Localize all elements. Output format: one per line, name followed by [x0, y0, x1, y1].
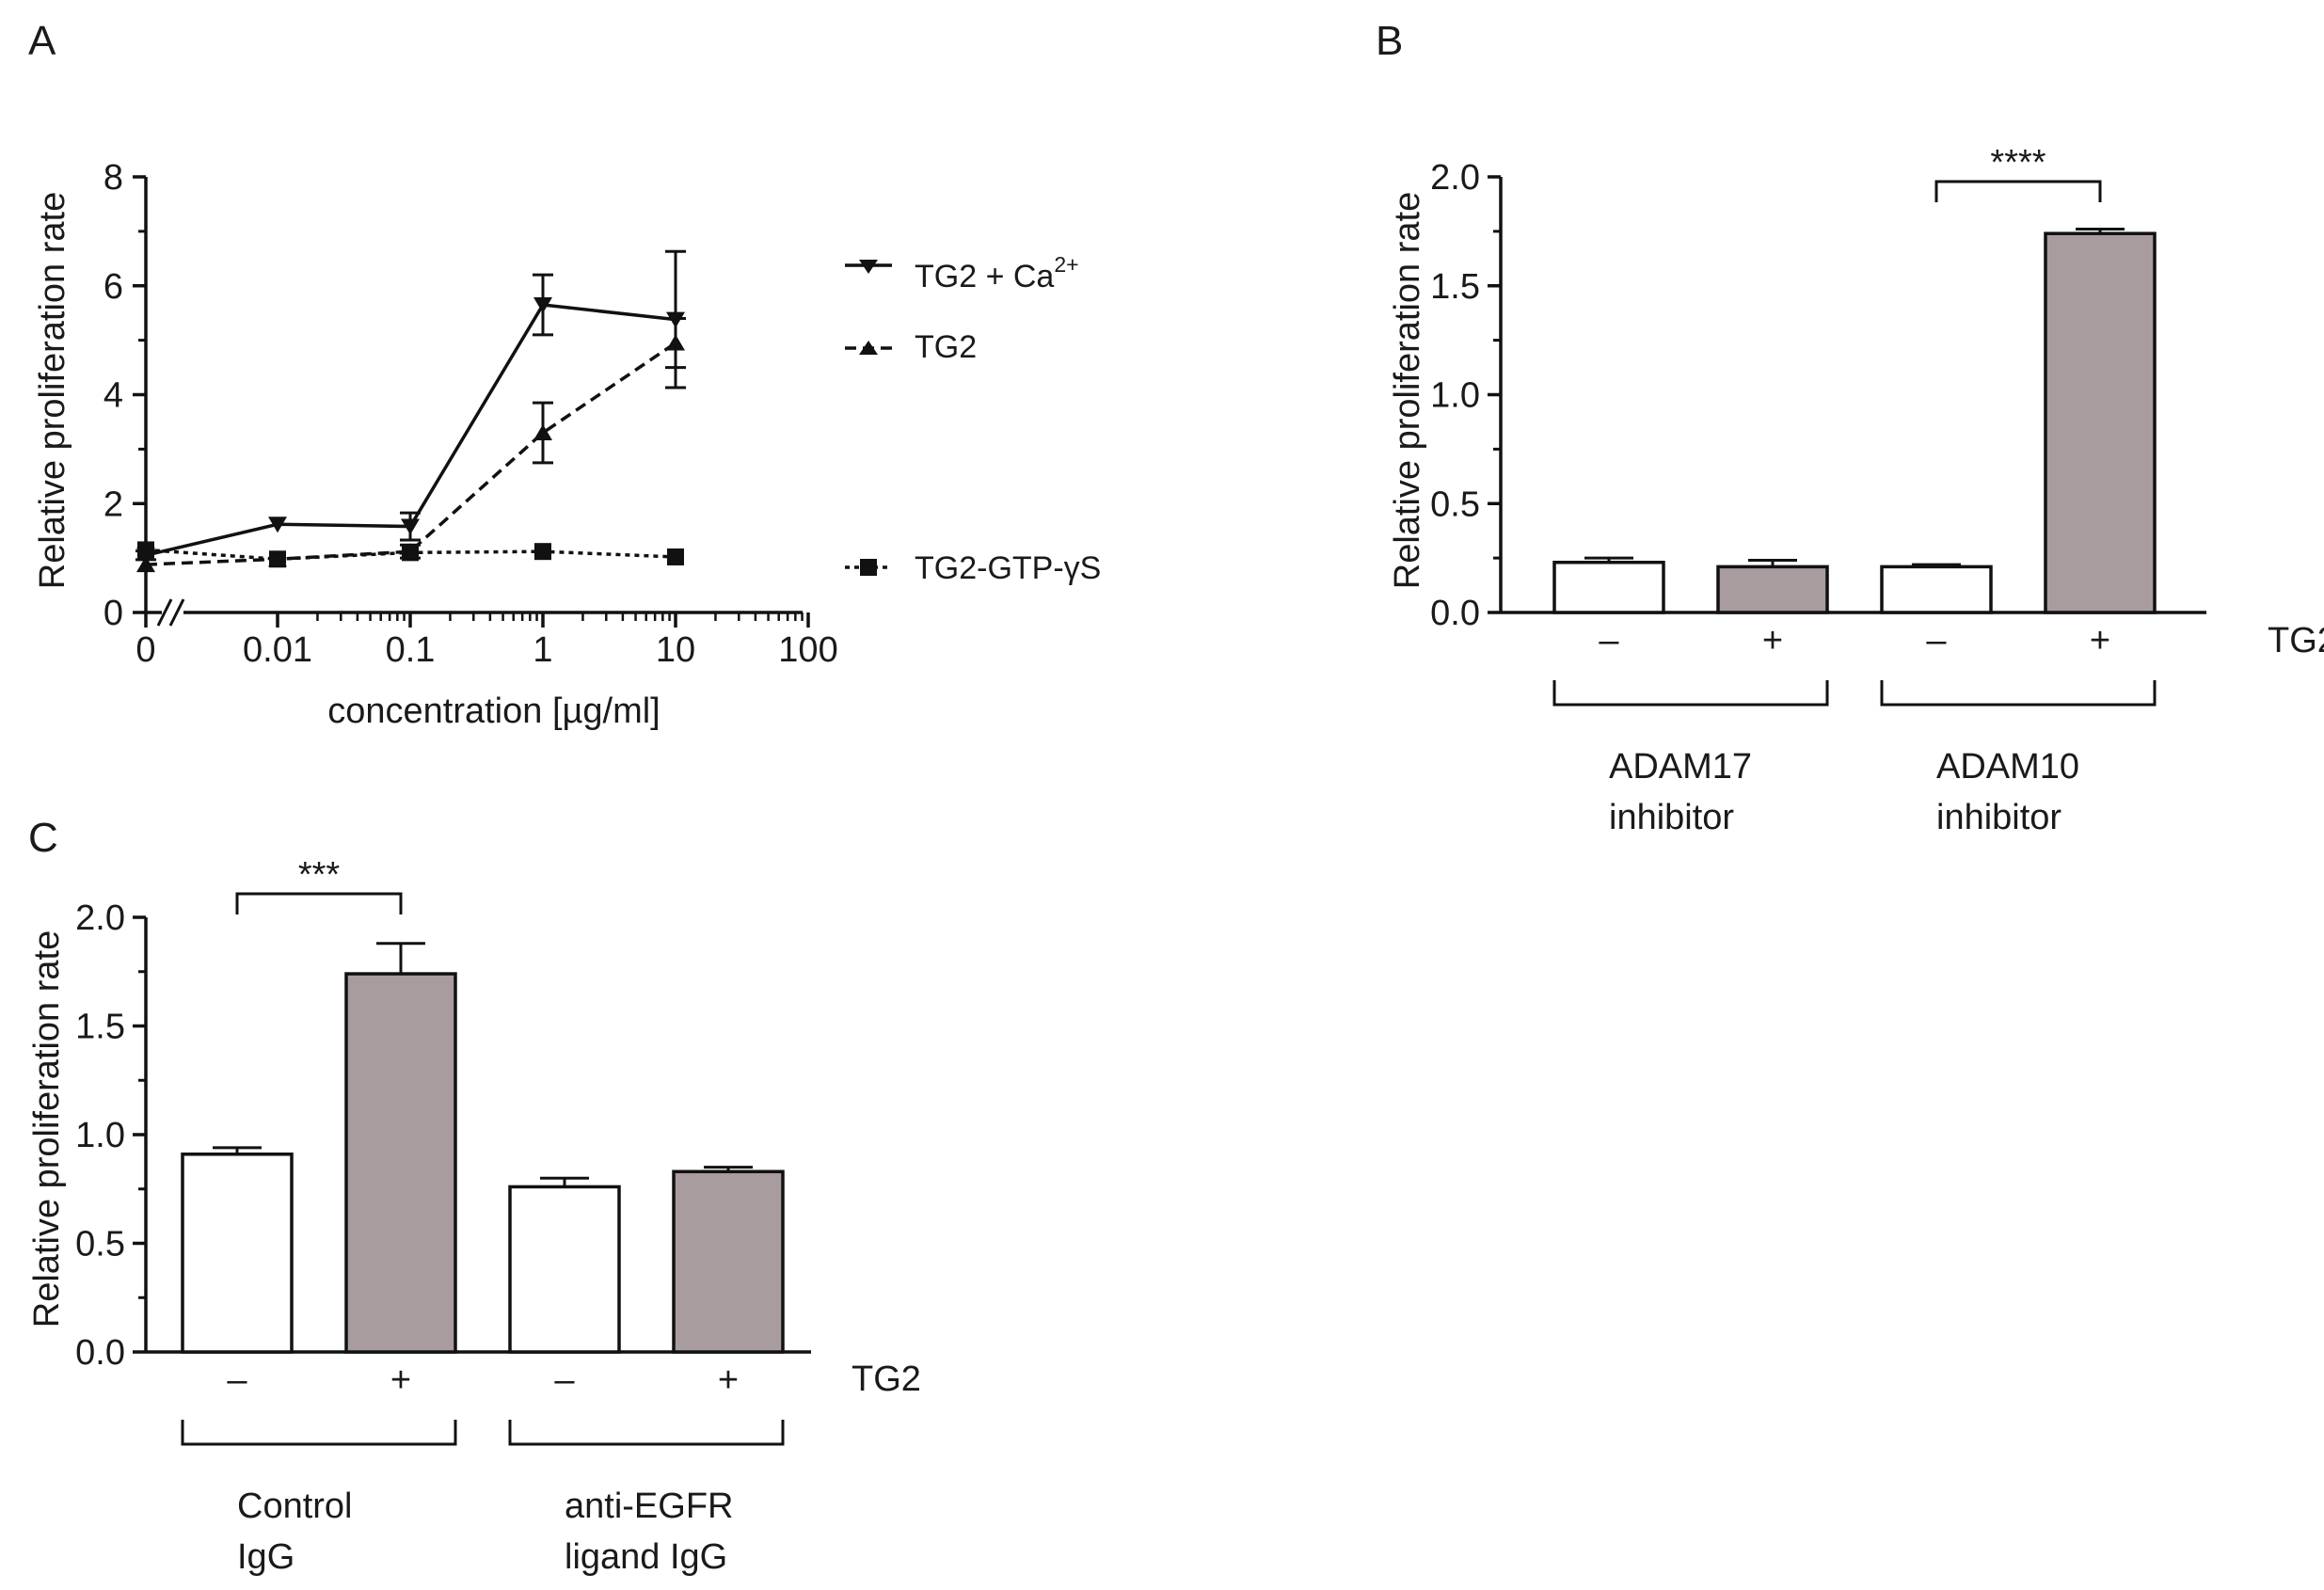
significance-bracket — [235, 892, 403, 914]
x-category-label: + — [2090, 621, 2110, 660]
x-tick-label: 0.01 — [243, 630, 312, 670]
panel-b-letter: B — [1376, 18, 1403, 64]
group-label-line2: inhibitor — [1609, 798, 1734, 837]
data-point — [666, 334, 685, 351]
panel-c-chart: 0.0 0.5 1.0 1.5 2.0 – + – + Control IgG anti-EGFR li… — [27, 855, 921, 1577]
data-point — [667, 548, 684, 565]
significance-bracket — [1934, 180, 2102, 202]
legend-marker-tg2 — [859, 341, 878, 355]
data-point — [533, 297, 552, 314]
x-category-label: – — [1599, 621, 1619, 660]
panel-b-axes: 0.0 0.5 1.0 1.5 2.0 – + – + ADAM17 inhibitor ADAM10… — [1430, 143, 2206, 837]
legend-superscript: 2+ — [1054, 252, 1078, 277]
x-tick-label: 0 — [135, 630, 155, 670]
y-tick-label: 0 — [103, 594, 123, 633]
y-tick-label: 6 — [103, 267, 123, 307]
bar-1 — [1716, 564, 1829, 614]
group-label-line2: ligand IgG — [565, 1537, 727, 1577]
y-tick-label: 2.0 — [75, 898, 125, 938]
bar-2 — [508, 1185, 621, 1354]
data-point — [402, 544, 419, 562]
y-tick-label: 0.5 — [75, 1225, 125, 1264]
data-point — [136, 556, 155, 573]
bar-3 — [672, 1169, 785, 1354]
x-tick-label: 10 — [656, 630, 695, 670]
panel-c-treatment-label: TG2 — [852, 1359, 921, 1399]
panel-b-treatment-label: TG2 — [2268, 621, 2324, 660]
group-bracket — [1880, 680, 2157, 707]
x-tick-label: 1 — [533, 630, 552, 670]
data-point — [534, 543, 551, 561]
panel-a-ylabel: Relative proliferation rate — [33, 192, 72, 589]
group-label-line2: IgG — [237, 1537, 294, 1577]
y-tick-label: 1.0 — [1430, 376, 1480, 416]
data-point — [268, 517, 287, 533]
data-point — [137, 541, 154, 559]
group-bracket — [508, 1420, 785, 1446]
x-category-label: – — [1926, 621, 1947, 660]
data-point — [533, 424, 552, 441]
y-tick-label: 4 — [103, 376, 123, 416]
y-tick-label: 2.0 — [1430, 158, 1480, 198]
group-label-line2: inhibitor — [1936, 798, 2061, 837]
x-category-label: – — [554, 1360, 575, 1400]
panel-b-chart: 0.0 0.5 1.0 1.5 2.0 – + – + ADAM17 inhibitor ADAM10… — [1388, 143, 2324, 837]
legend-label-tg2-ca: TG2 + Ca2+ — [915, 252, 1079, 294]
bar-3 — [2044, 231, 2157, 614]
x-tick-label: 0.1 — [386, 630, 436, 670]
data-point — [269, 550, 286, 568]
significance-label: **** — [1990, 143, 2045, 183]
group-label-line1: ADAM10 — [1936, 747, 2079, 787]
panel-b-ylabel: Relative proliferation rate — [1388, 192, 1427, 589]
panel-a-chart: 0 2 4 6 8 0 0.01 0.1 1 10 100 Relative proliferati… — [33, 158, 1101, 731]
bar-2 — [1880, 564, 1993, 614]
x-category-label: + — [718, 1360, 739, 1400]
panel-c-ylabel: Relative proliferation rate — [27, 930, 67, 1328]
panel-c-axes: 0.0 0.5 1.0 1.5 2.0 – + – + Control IgG anti-EGFR li… — [75, 855, 811, 1577]
y-tick-label: 2 — [103, 485, 123, 524]
bar-0 — [1552, 561, 1665, 614]
y-tick-label: 0.0 — [75, 1333, 125, 1373]
y-tick-label: 1.5 — [75, 1008, 125, 1047]
data-point — [401, 518, 420, 535]
panel-a-legend: TG2 + Ca2+ TG2 TG2-GTP-γS — [845, 252, 1101, 586]
x-category-label: + — [390, 1360, 411, 1400]
y-tick-label: 1.0 — [75, 1116, 125, 1155]
group-bracket — [1552, 680, 1829, 707]
legend-label-tg2-gtp: TG2-GTP-γS — [915, 550, 1101, 586]
y-tick-label: 0.0 — [1430, 594, 1480, 633]
x-category-label: – — [227, 1360, 247, 1400]
x-tick-label: 100 — [778, 630, 837, 670]
group-label-line1: Control — [237, 1487, 353, 1526]
legend-marker-tg2-ca — [859, 260, 878, 274]
x-category-label: + — [1762, 621, 1783, 660]
axis-break-mark — [156, 598, 173, 627]
group-bracket — [181, 1420, 457, 1446]
panel-a-letter: A — [28, 18, 56, 64]
group-label-line1: anti-EGFR — [565, 1487, 733, 1526]
panel-c-letter: C — [28, 815, 58, 861]
panel-a-gridless-axes: 0 2 4 6 8 0 0.01 0.1 1 10 100 — [103, 158, 838, 670]
y-tick-label: 8 — [103, 158, 123, 198]
legend-label-tg2: TG2 — [915, 329, 977, 365]
significance-label: *** — [298, 855, 341, 895]
y-tick-label: 0.5 — [1430, 485, 1480, 524]
bar-1 — [344, 972, 457, 1354]
group-label-line1: ADAM17 — [1609, 747, 1752, 787]
bar-0 — [181, 1153, 294, 1354]
legend-marker-tg2-gtp — [860, 559, 877, 576]
axis-break-mark — [168, 598, 185, 627]
y-tick-label: 1.5 — [1430, 267, 1480, 307]
panel-a-xlabel: concentration [µg/ml] — [327, 692, 661, 731]
